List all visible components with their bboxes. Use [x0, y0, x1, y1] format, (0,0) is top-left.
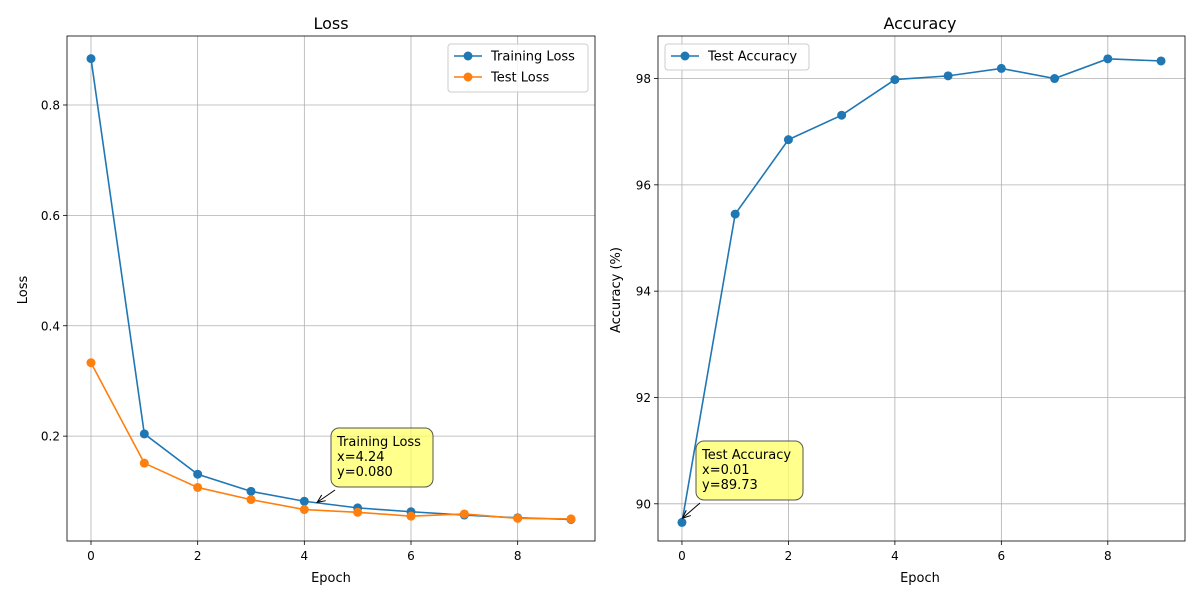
test-accuracy-line [681, 58, 1162, 523]
test-loss-legend-label: Test Loss [490, 71, 549, 86]
training-loss-legend-label: Training Loss [490, 50, 575, 65]
training-loss-point [86, 54, 96, 64]
test-accuracy-point [1050, 74, 1060, 84]
accuracy-y-tick-label: 96 [636, 178, 651, 192]
accuracy-x-tick-label: 8 [1104, 549, 1112, 563]
loss-annotation-arrow [316, 489, 336, 503]
accuracy-series [677, 54, 1166, 527]
loss-y-axis-label: Loss [16, 276, 31, 305]
training-loss-legend-marker [463, 51, 473, 61]
loss-annotation-box [330, 427, 434, 488]
loss-x-tick-label: 6 [407, 549, 415, 563]
test-accuracy-point [837, 110, 847, 120]
loss-annotation-text: y=0.080 [337, 465, 393, 480]
accuracy-axes-frame [657, 35, 1186, 542]
training-loss-point [139, 429, 149, 439]
accuracy-legend-box [664, 43, 810, 71]
accuracy-y-tick-label: 90 [636, 497, 651, 511]
test-loss-point [299, 505, 309, 515]
loss-annotation-text: x=4.24 [337, 450, 385, 465]
test-loss-point [246, 495, 256, 505]
accuracy-x-tick-label: 4 [891, 549, 899, 563]
test-loss-point [353, 507, 363, 517]
training-loss-point [299, 496, 309, 506]
loss-x-tick-label: 8 [514, 549, 522, 563]
test-accuracy-point [1156, 56, 1166, 66]
loss-y-tick-label: 0.8 [41, 98, 60, 112]
loss-y-tick-label: 0.2 [41, 430, 60, 444]
loss-legend: Training Loss Test Loss [447, 43, 589, 93]
accuracy-annotation-text: Test Accuracy [701, 448, 791, 463]
accuracy-annotation-arrow [682, 502, 701, 519]
accuracy-legend: Test Accuracy [664, 43, 810, 71]
loss-x-axis-label: Epoch [311, 571, 351, 586]
test-accuracy-point [783, 135, 793, 145]
training-loss-point [193, 469, 203, 479]
accuracy-x-tick-label: 0 [678, 549, 686, 563]
test-accuracy-point [730, 209, 740, 219]
test-loss-legend-marker [463, 72, 473, 82]
accuracy-axes: 0 2 4 6 8 90 92 94 96 98 [636, 35, 1186, 563]
loss-chart: Loss Epoch Loss 0 2 4 6 8 0.2 0.4 0.6 0.8 Traini… [16, 14, 596, 586]
test-accuracy-point [677, 517, 687, 527]
loss-y-tick-label: 0.4 [41, 319, 60, 333]
accuracy-x-axis-label: Epoch [900, 571, 940, 586]
test-loss-point [139, 458, 149, 468]
loss-axes-frame [66, 35, 596, 542]
loss-series [86, 54, 576, 524]
accuracy-chart-title: Accuracy [883, 14, 956, 33]
accuracy-y-tick-label: 92 [636, 391, 651, 405]
accuracy-y-tick-label: 98 [636, 72, 651, 86]
test-loss-point [513, 513, 523, 523]
accuracy-grid [658, 36, 1185, 541]
test-loss-point [86, 358, 96, 368]
test-accuracy-point [996, 63, 1006, 73]
loss-grid [67, 36, 595, 541]
loss-x-tick-label: 0 [87, 549, 95, 563]
test-loss-point [193, 482, 203, 492]
accuracy-chart: Accuracy Epoch Accuracy (%) 0 2 4 6 8 90 92 94 9… [609, 14, 1186, 586]
loss-axes: 0 2 4 6 8 0.2 0.4 0.6 0.8 [41, 35, 596, 563]
test-accuracy-point [1103, 54, 1113, 64]
loss-x-tick-label: 2 [194, 549, 202, 563]
training-loss-point [246, 486, 256, 496]
loss-chart-title: Loss [313, 14, 348, 33]
accuracy-y-axis-label: Accuracy (%) [609, 247, 624, 333]
accuracy-annotation-text: x=0.01 [702, 463, 750, 478]
test-accuracy-legend-marker [680, 51, 690, 61]
test-loss-point [406, 511, 416, 521]
loss-legend-box [447, 43, 589, 93]
test-accuracy-point [890, 75, 900, 85]
loss-annotation-text: Training Loss [336, 435, 421, 450]
test-loss-point [566, 514, 576, 524]
loss-annotation-arrowhead [316, 494, 326, 504]
accuracy-x-tick-label: 2 [785, 549, 793, 563]
accuracy-annotation-text: y=89.73 [702, 478, 758, 493]
accuracy-annotation-arrowhead [681, 510, 691, 519]
loss-y-tick-label: 0.6 [41, 209, 60, 223]
accuracy-x-tick-label: 6 [998, 549, 1006, 563]
accuracy-y-tick-label: 94 [636, 285, 651, 299]
test-loss-line [90, 362, 572, 520]
accuracy-annotation-box [695, 440, 804, 501]
loss-x-tick-label: 4 [301, 549, 309, 563]
test-accuracy-legend-label: Test Accuracy [707, 50, 797, 65]
test-loss-point [459, 509, 469, 519]
test-accuracy-point [943, 71, 953, 81]
